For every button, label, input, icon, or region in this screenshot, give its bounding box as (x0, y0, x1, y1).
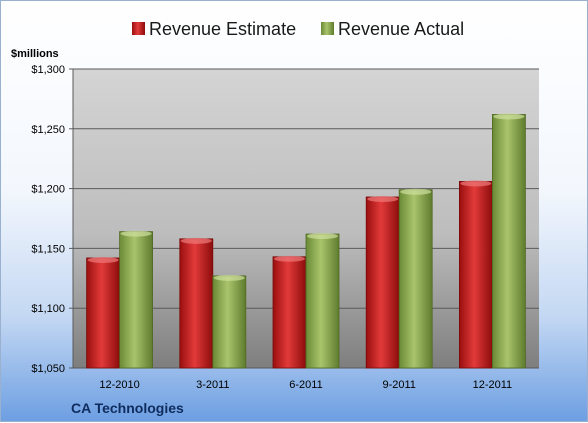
bar-cap-actual-12-2011 (493, 113, 525, 120)
legend: Revenue Estimate Revenue Actual (132, 19, 464, 39)
bar-cap-estimate-3-2011 (180, 237, 212, 244)
y-tick-label: $1,250 (31, 124, 65, 136)
legend-swatch-estimate (132, 22, 145, 35)
bar-cap-estimate-6-2011 (274, 255, 305, 262)
y-tick-label: $1,150 (31, 243, 65, 255)
bar-cap-estimate-12-2011 (460, 180, 492, 187)
y-axis-unit-label: $millions (11, 48, 59, 60)
company-name: CA Technologies (71, 400, 184, 416)
x-tick-labels: 12-2010 3-2011 6-2011 9-2011 12-2011 (99, 379, 512, 391)
bars (86, 113, 526, 369)
bar-estimate-6-2011 (272, 256, 307, 369)
y-tick-label: $1,300 (31, 64, 65, 76)
x-tick-label: 6-2011 (289, 379, 322, 391)
x-tick-label: 9-2011 (382, 379, 415, 391)
bar-estimate-9-2011 (365, 196, 400, 369)
bar-cap-actual-6-2011 (307, 233, 338, 240)
x-tick-label: 12-2011 (473, 379, 513, 391)
bar-cap-actual-12-2010 (120, 230, 152, 237)
bar-cap-actual-9-2011 (400, 188, 432, 195)
bar-actual-3-2011 (212, 275, 247, 369)
x-tick-label: 3-2011 (196, 379, 229, 391)
bar-actual-6-2011 (305, 233, 340, 369)
bar-cap-actual-3-2011 (213, 274, 245, 281)
bar-cap-estimate-12-2010 (87, 256, 119, 263)
y-tick-label: $1,100 (31, 303, 65, 315)
legend-swatch-actual (321, 22, 334, 35)
y-tick-labels: $1,050 $1,100 $1,150 $1,200 $1,250 $1,300 (31, 64, 65, 375)
bar-actual-12-2010 (119, 231, 153, 369)
bar-cap-estimate-9-2011 (367, 195, 399, 202)
bar-estimate-12-2010 (86, 257, 120, 369)
bar-actual-9-2011 (398, 189, 433, 369)
bar-actual-12-2011 (491, 114, 526, 369)
y-tick-label: $1,050 (31, 363, 65, 375)
y-tick-label: $1,200 (31, 184, 65, 196)
x-tick-label: 12-2010 (99, 379, 139, 391)
legend-label-estimate: Revenue Estimate (149, 19, 296, 39)
bar-estimate-12-2011 (458, 181, 493, 369)
legend-label-actual: Revenue Actual (338, 19, 464, 39)
bar-estimate-3-2011 (179, 238, 214, 369)
